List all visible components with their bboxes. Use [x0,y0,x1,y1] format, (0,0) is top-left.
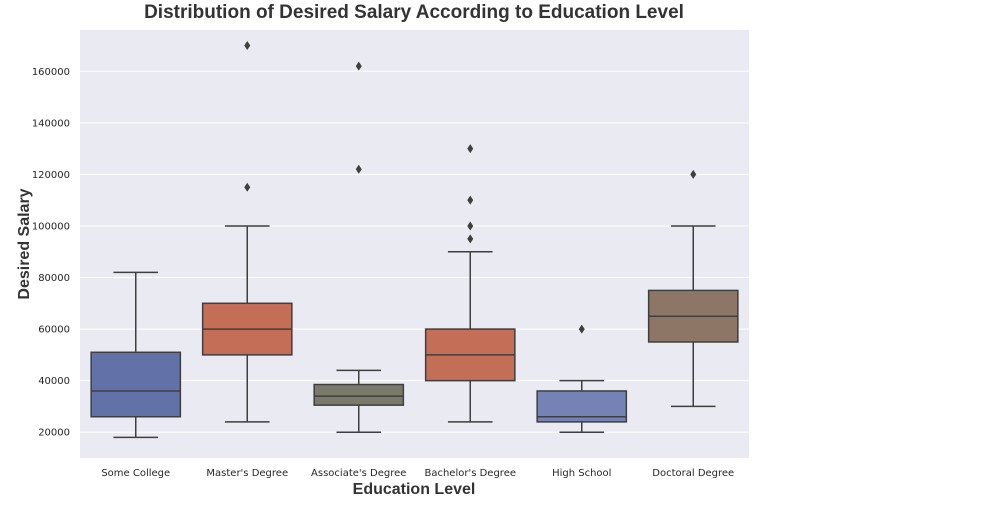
x-tick-label: High School [552,468,611,479]
outlier-point [244,182,251,192]
box-group [201,40,293,423]
chart-title: Distribution of Desired Salary According… [144,2,684,23]
y-tick-label: 40000 [38,376,70,387]
outlier-point [690,169,697,179]
x-tick-label: Some College [101,468,170,479]
box-group [424,144,516,423]
y-tick-label: 160000 [32,67,70,78]
x-tick-label: Associate's Degree [311,468,406,479]
box-group [313,61,405,433]
x-tick-label: Doctoral Degree [652,468,734,479]
outlier-point [467,195,474,205]
box-iqr [313,383,405,406]
y-tick-label: 80000 [38,273,70,284]
y-axis-title: Desired Salary [16,188,33,299]
x-axis-title: Education Level [353,481,476,498]
outlier-point [244,40,251,50]
x-axis-ticks: Some College Master's Degree Associate's D… [101,468,734,479]
grid-lines [80,70,749,433]
outlier-point [355,164,362,174]
outlier-point [467,221,474,231]
box-iqr [90,351,182,418]
y-tick-label: 140000 [32,118,70,129]
outlier-point [467,144,474,154]
y-tick-label: 100000 [32,221,70,232]
x-tick-label: Bachelor's Degree [424,468,516,479]
outlier-point [578,324,585,334]
box-group [536,324,628,433]
box-group [90,271,182,439]
outlier-point [355,61,362,71]
plot-area [80,30,749,458]
box-group [647,169,739,408]
y-tick-label: 120000 [32,170,70,181]
y-tick-label: 60000 [38,325,70,336]
boxes [90,40,739,439]
x-tick-label: Master's Degree [206,468,288,479]
y-tick-label: 20000 [38,428,70,439]
y-axis-ticks: 20000 40000 60000 80000 100000 120000 140000 16… [32,67,70,439]
outlier-point [467,234,474,244]
